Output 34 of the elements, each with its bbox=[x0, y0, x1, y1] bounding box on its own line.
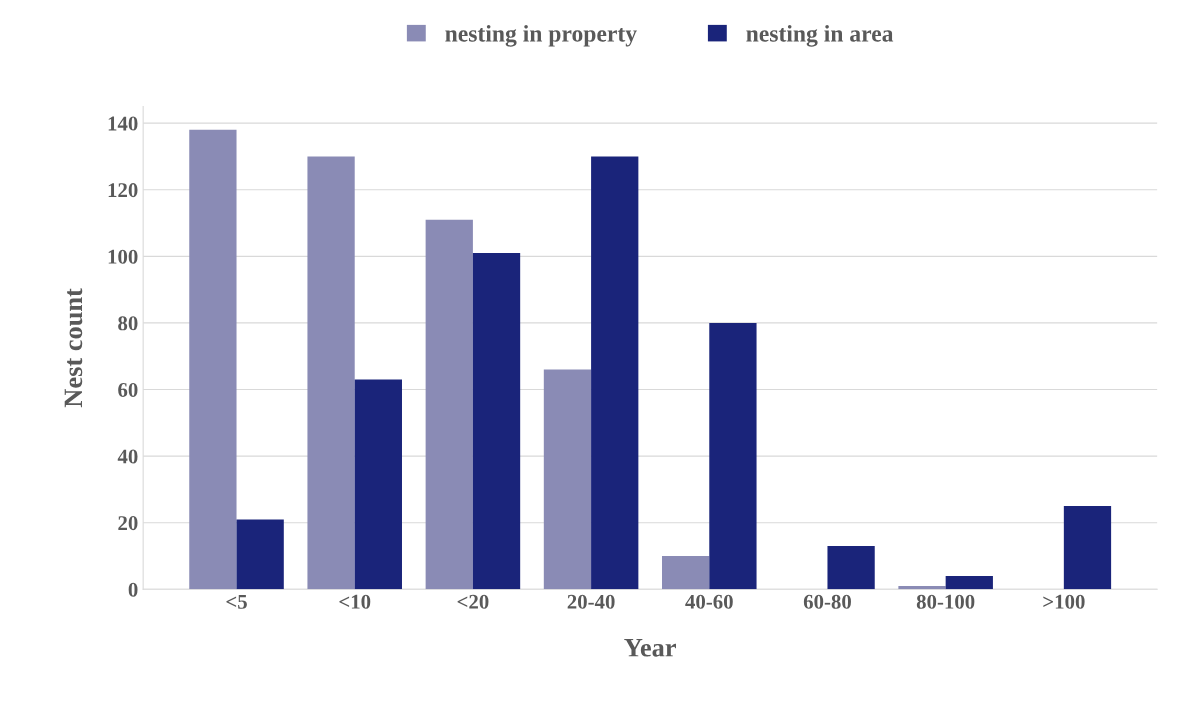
bar bbox=[354, 379, 402, 590]
bar bbox=[591, 156, 639, 590]
y-tick-label: 100 bbox=[108, 249, 138, 264]
x-axis-title: Year bbox=[624, 639, 676, 657]
x-tick-label: 40-60 bbox=[685, 594, 733, 609]
x-tick-label: 60-80 bbox=[803, 594, 851, 609]
y-tick-label: 20 bbox=[118, 516, 138, 531]
bar bbox=[1063, 506, 1112, 590]
y-tick-label: 80 bbox=[118, 316, 138, 331]
bar bbox=[307, 156, 355, 590]
x-tick-label: >100 bbox=[1043, 594, 1085, 609]
y-tick-label: 0 bbox=[128, 582, 138, 597]
bar bbox=[189, 129, 237, 590]
bar bbox=[709, 322, 757, 590]
x-tick-label: 80-100 bbox=[916, 594, 975, 609]
legend-label: nesting in property bbox=[445, 25, 637, 47]
bar bbox=[662, 556, 710, 590]
bar bbox=[472, 253, 521, 590]
y-tick-label: 60 bbox=[118, 382, 138, 397]
x-tick-label: <5 bbox=[226, 594, 247, 609]
x-tick-label: 20-40 bbox=[567, 594, 615, 609]
bar bbox=[543, 369, 592, 590]
bar bbox=[898, 585, 946, 590]
bar bbox=[827, 546, 875, 590]
legend-label: nesting in area bbox=[746, 25, 894, 47]
x-tick-label: <10 bbox=[339, 594, 371, 609]
y-tick-label: 140 bbox=[108, 116, 138, 131]
x-tick-label: <20 bbox=[457, 594, 489, 609]
y-tick-label: 40 bbox=[117, 449, 138, 464]
bar bbox=[945, 575, 993, 590]
bar bbox=[236, 519, 284, 590]
y-tick-label: 120 bbox=[108, 183, 138, 198]
bar bbox=[425, 219, 473, 590]
y-axis-title: Nest count bbox=[64, 288, 83, 408]
